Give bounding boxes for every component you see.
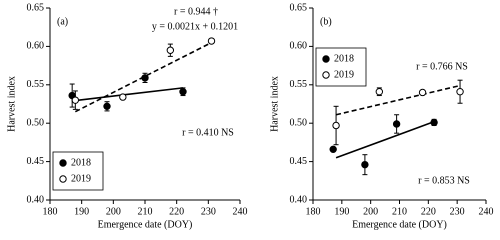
x-axis-label: Emergence date (DOY): [352, 219, 447, 230]
x-tick-label: 210: [392, 206, 407, 217]
y-tick-label: 0.50: [290, 117, 308, 128]
point: [418, 88, 427, 97]
legend-label: 2019: [71, 173, 91, 184]
legend-box: [315, 47, 367, 87]
x-tick-label: 180: [306, 206, 321, 217]
trend-line: [335, 120, 435, 159]
legend-label: 2018: [71, 157, 91, 168]
x-tick-label: 230: [201, 206, 216, 217]
point: [392, 120, 401, 128]
annotation: r = 0.766 NS: [416, 61, 468, 72]
point: [332, 121, 340, 130]
x-tick-label: 220: [421, 206, 436, 217]
x-tick-label: 180: [43, 206, 58, 217]
point: [119, 93, 127, 101]
x-tick-label: 190: [74, 206, 89, 217]
point: [179, 88, 187, 96]
point: [375, 88, 384, 96]
point: [456, 88, 464, 96]
y-tick-label: 0.65: [290, 2, 308, 13]
y-tick-label: 0.55: [27, 79, 45, 90]
legend-label: 2018: [334, 53, 354, 64]
annotation: (b): [320, 16, 332, 27]
annotation: r = 0.410 NS: [182, 127, 234, 138]
x-tick-label: 230: [450, 206, 465, 217]
x-tick-label: 220: [169, 206, 184, 217]
point: [430, 118, 438, 127]
trend-line: [74, 41, 212, 113]
annotation: r = 0.853 NS: [418, 175, 470, 186]
y-axis-label: Harvest index: [269, 76, 280, 132]
y-tick-label: 0.45: [27, 156, 45, 167]
legend-marker: [59, 175, 67, 183]
x-tick-label: 200: [106, 206, 121, 217]
x-tick-label: 240: [233, 206, 248, 217]
x-tick-label: 240: [479, 206, 494, 217]
point: [103, 102, 111, 111]
annotation: (a): [57, 16, 68, 27]
y-axis-label: Harvest index: [6, 76, 17, 132]
point: [166, 46, 175, 54]
x-axis-label: Emergence date (DOY): [98, 219, 193, 230]
legend-marker: [59, 159, 67, 167]
y-tick-label: 0.60: [27, 41, 45, 52]
y-tick-label: 0.50: [27, 117, 45, 128]
point: [361, 160, 369, 169]
trend-line: [335, 84, 461, 116]
trend-line: [72, 87, 184, 102]
y-tick-label: 0.65: [27, 2, 45, 13]
figure: 0.40 0.45 0.50 0.55 0.60 0.65 180 190 200 210 220 2…: [6, 2, 494, 230]
point: [71, 96, 80, 104]
x-tick-label: 190: [334, 206, 349, 217]
point: [329, 145, 337, 154]
x-tick-label: 210: [138, 206, 153, 217]
point: [207, 37, 216, 45]
legend-label: 2019: [334, 69, 354, 80]
legend-box: [52, 151, 104, 191]
y-tick-label: 0.40: [290, 194, 308, 205]
y-tick-label: 0.60: [290, 41, 308, 52]
legend-marker: [322, 71, 330, 79]
y-tick-label: 0.55: [290, 79, 308, 90]
y-tick-label: 0.40: [27, 194, 45, 205]
x-tick-label: 200: [363, 206, 378, 217]
annotation: y = 0.0021x + 0.1201: [152, 21, 238, 32]
annotation: r = 0.944 †: [174, 6, 218, 17]
y-tick-label: 0.45: [290, 156, 308, 167]
legend-marker: [322, 55, 330, 63]
